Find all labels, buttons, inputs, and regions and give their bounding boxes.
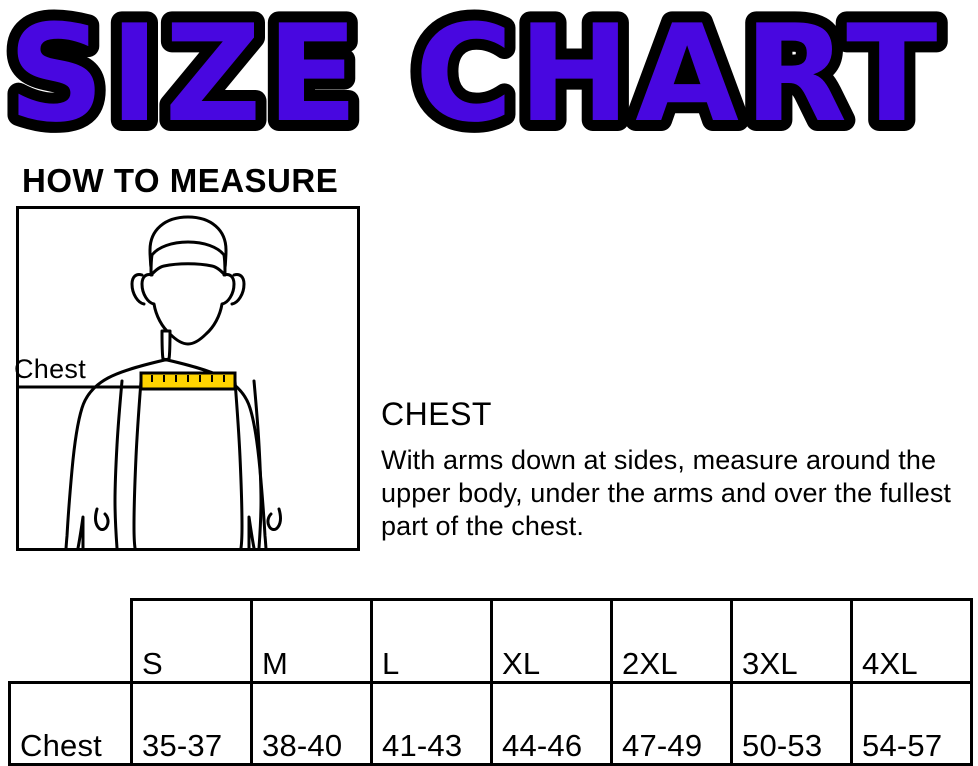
table-header-cell-3xl: 3XL [730,598,853,684]
table-cell-chest-m: 38-40 [250,681,373,766]
measurement-diagram [16,206,360,551]
size-chart-table: S M L XL 2XL 3XL 4XL Chest 35-37 38-40 4… [8,598,973,766]
table-header-cell-4xl: 4XL [850,598,973,684]
table-row-label-chest: Chest [8,681,133,766]
table-cell-chest-l: 41-43 [370,681,493,766]
table-row: Chest 35-37 38-40 41-43 44-46 47-49 50-5… [8,681,973,766]
measuring-tape-icon [139,371,237,391]
title-outline-text: SIZE CHART [8,0,942,150]
title-fill-text: SIZE CHART [8,0,942,150]
table-header-cell-l: L [370,598,493,684]
table-cell-chest-4xl: 54-57 [850,681,973,766]
table-cell-chest-2xl: 47-49 [610,681,733,766]
table-cell-chest-xl: 44-46 [490,681,613,766]
table-header-cell-m: M [250,598,373,684]
table-header-cell-s: S [130,598,253,684]
chest-description-block: CHEST With arms down at sides, measure a… [381,396,973,543]
table-cell-chest-3xl: 50-53 [730,681,853,766]
how-to-measure-heading: HOW TO MEASURE [22,162,339,199]
table-header-cell-2xl: 2XL [610,598,733,684]
chest-diagram-label: Chest [14,354,87,384]
page-title: .ttl { font-family: "DejaVu Sans", sans-… [0,0,978,150]
title-shadow-text: SIZE CHART [14,2,948,150]
chest-description-title: CHEST [381,396,492,432]
table-cell-chest-s: 35-37 [130,681,253,766]
size-chart-title-art: .ttl { font-family: "DejaVu Sans", sans-… [0,0,948,150]
table-header-row: S M L XL 2XL 3XL 4XL [10,598,973,684]
table-header-cell-xl: XL [490,598,613,684]
chest-description-body: With arms down at sides, measure around … [381,445,952,541]
table-corner-blank [10,600,132,683]
